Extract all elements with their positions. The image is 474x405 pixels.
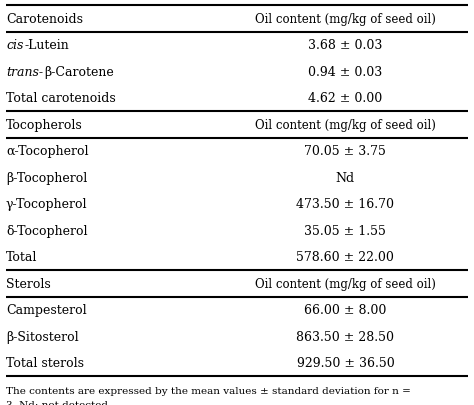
- Text: cis: cis: [6, 39, 23, 52]
- Text: 929.50 ± 36.50: 929.50 ± 36.50: [297, 356, 394, 369]
- Text: 0.94 ± 0.03: 0.94 ± 0.03: [308, 66, 383, 79]
- Text: The contents are expressed by the mean values ± standard deviation for n =: The contents are expressed by the mean v…: [6, 386, 411, 395]
- Text: Oil content (mg/kg of seed oil): Oil content (mg/kg of seed oil): [255, 118, 436, 132]
- Text: β-Carotene: β-Carotene: [44, 66, 114, 79]
- Text: Total: Total: [6, 251, 37, 264]
- Text: Sterols: Sterols: [6, 277, 51, 290]
- Text: Oil content (mg/kg of seed oil): Oil content (mg/kg of seed oil): [255, 277, 436, 290]
- Text: Nd: Nd: [336, 171, 355, 184]
- Text: γ-Tocopherol: γ-Tocopherol: [6, 198, 88, 211]
- Text: 578.60 ± 22.00: 578.60 ± 22.00: [296, 251, 394, 264]
- Text: Campesterol: Campesterol: [6, 303, 87, 316]
- Text: 3.68 ± 0.03: 3.68 ± 0.03: [308, 39, 383, 52]
- Text: trans-: trans-: [6, 66, 43, 79]
- Text: 4.62 ± 0.00: 4.62 ± 0.00: [308, 92, 383, 105]
- Text: 863.50 ± 28.50: 863.50 ± 28.50: [296, 330, 394, 343]
- Text: 66.00 ± 8.00: 66.00 ± 8.00: [304, 303, 387, 316]
- Text: 70.05 ± 3.75: 70.05 ± 3.75: [304, 145, 386, 158]
- Text: β-Tocopherol: β-Tocopherol: [6, 171, 87, 184]
- Text: Oil content (mg/kg of seed oil): Oil content (mg/kg of seed oil): [255, 13, 436, 26]
- Text: 35.05 ± 1.55: 35.05 ± 1.55: [304, 224, 386, 237]
- Text: -Lutein: -Lutein: [24, 39, 69, 52]
- Text: β-Sitosterol: β-Sitosterol: [6, 330, 79, 343]
- Text: Carotenoids: Carotenoids: [6, 13, 83, 26]
- Text: α-Tocopherol: α-Tocopherol: [6, 145, 89, 158]
- Text: δ-Tocopherol: δ-Tocopherol: [6, 224, 88, 237]
- Text: Total carotenoids: Total carotenoids: [6, 92, 116, 105]
- Text: Total sterols: Total sterols: [6, 356, 84, 369]
- Text: 473.50 ± 16.70: 473.50 ± 16.70: [296, 198, 394, 211]
- Text: Tocopherols: Tocopherols: [6, 118, 83, 132]
- Text: 3. Nd: not detected.: 3. Nd: not detected.: [6, 400, 111, 405]
